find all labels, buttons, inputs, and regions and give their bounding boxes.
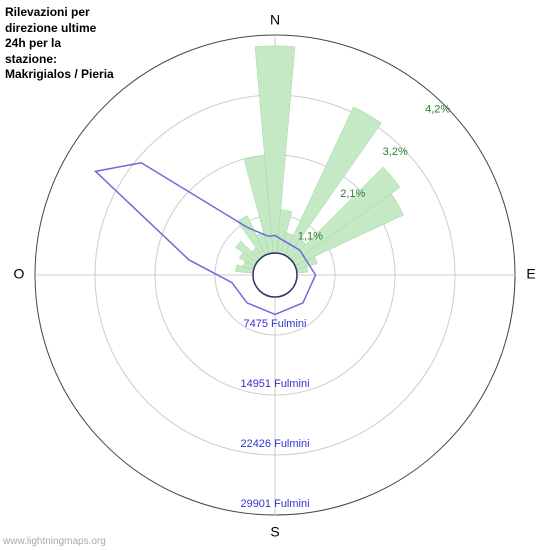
fulmini-label: 29901 Fulmini: [240, 498, 309, 510]
pct-label: 3,2%: [383, 146, 408, 158]
cardinal-w: O: [14, 266, 25, 282]
cardinal-s: S: [270, 524, 279, 540]
watermark: www.lightningmaps.org: [3, 536, 106, 547]
fulmini-label: 22426 Fulmini: [240, 438, 309, 450]
fulmini-label: 14951 Fulmini: [240, 378, 309, 390]
fulmini-label: 7475 Fulmini: [244, 318, 307, 330]
pct-label: 4,2%: [425, 103, 450, 115]
cardinal-n: N: [270, 12, 280, 28]
pct-label: 2,1%: [340, 188, 365, 200]
pct-label: 1,1%: [298, 231, 323, 243]
cardinal-e: E: [526, 266, 535, 282]
chart-title: Rilevazioni per direzione ultime 24h per…: [5, 5, 115, 83]
